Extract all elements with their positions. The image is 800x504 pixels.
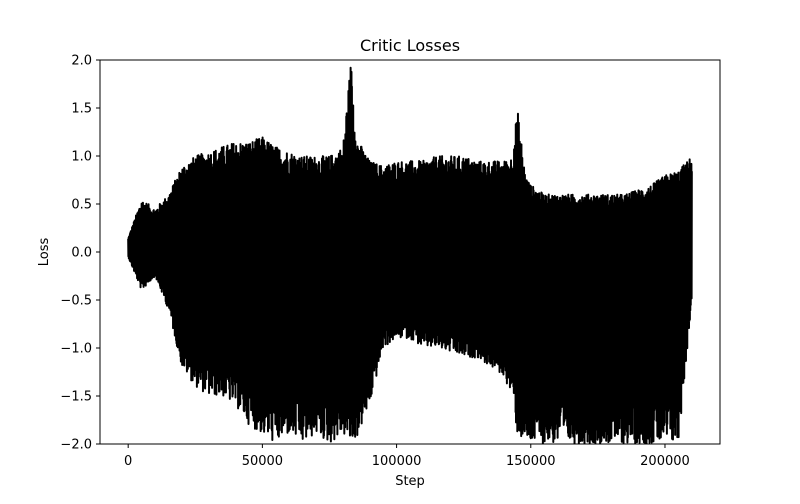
x-tick-label: 0 [124, 454, 132, 469]
x-tick-label: 200000 [640, 454, 690, 469]
x-tick-label: 100000 [372, 454, 422, 469]
x-axis: 0 50000 100000 150000 200000 [124, 444, 690, 469]
y-tick-label: 1.0 [71, 150, 92, 165]
y-tick-label: −1.5 [60, 390, 92, 405]
y-axis-label: Loss [37, 238, 52, 267]
series-line-critic-loss [127, 66, 693, 444]
y-tick-label: 2.0 [71, 54, 92, 69]
y-tick-label: −1.0 [60, 342, 92, 357]
series-group [127, 66, 693, 444]
y-tick-label: 0.5 [71, 198, 92, 213]
y-tick-label: 0.0 [71, 246, 92, 261]
x-tick-label: 150000 [506, 454, 556, 469]
x-axis-label: Step [395, 474, 425, 489]
y-tick-label: −2.0 [60, 438, 92, 453]
x-tick-label: 50000 [242, 454, 283, 469]
chart-title: Critic Losses [360, 36, 460, 55]
y-axis: −2.0 −1.5 −1.0 −0.5 0.0 0.5 1.0 1.5 2.0 [60, 54, 100, 453]
y-tick-label: −0.5 [60, 294, 92, 309]
y-tick-label: 1.5 [71, 102, 92, 117]
